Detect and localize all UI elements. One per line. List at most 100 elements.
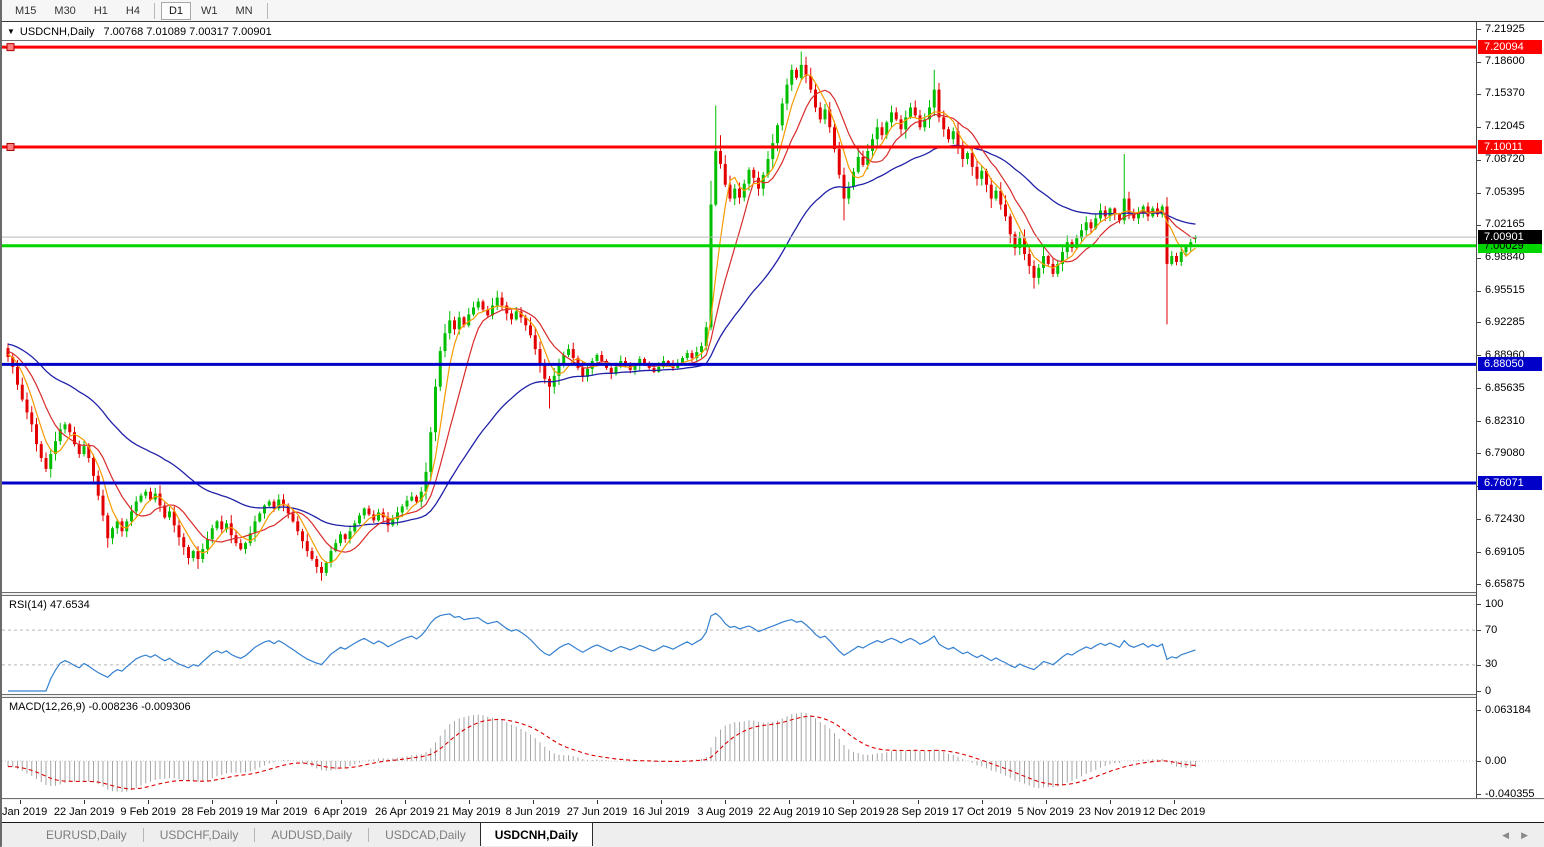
panel-separator[interactable] — [2, 694, 1544, 698]
tab-usdcnh[interactable]: USDCNH,Daily — [479, 822, 594, 846]
date-tick-label: 6 Apr 2019 — [313, 806, 368, 818]
date-tick-label: 27 Jun 2019 — [566, 806, 628, 818]
level-price-badge: 6.88050 — [1478, 357, 1542, 372]
tab-audusd[interactable]: AUDUSD,Daily — [271, 828, 353, 842]
rsi-tick-label: 70 — [1485, 623, 1498, 636]
date-tick-label: 26 Apr 2019 — [374, 806, 435, 818]
toolbar-separator — [153, 2, 155, 19]
date-tick-label: 10 Sep 2019 — [822, 806, 885, 818]
macd-label: MACD(12,26,9) -0.008236 -0.009306 — [9, 701, 191, 713]
price-tick-label: 7.05395 — [1485, 186, 1525, 199]
rsi-tick — [1477, 604, 1481, 605]
tab-scroll-left-icon[interactable]: ◀ — [1502, 830, 1522, 840]
timeframe-button-w1[interactable]: W1 — [201, 4, 218, 17]
panel-separator[interactable] — [2, 592, 1544, 596]
date-axis[interactable]: 3 Jan 2019 22 Jan 2019 9 Feb 2019 28 Feb 20… — [0, 800, 1544, 822]
price-chart[interactable] — [2, 23, 1477, 592]
date-tick-label: 16 Jul 2019 — [632, 806, 690, 818]
level-price-badge: 6.76071 — [1478, 476, 1542, 491]
price-tick — [1477, 61, 1481, 63]
date-tick-label: 22 Aug 2019 — [758, 806, 821, 818]
tab-usdchf[interactable]: USDCHF,Daily — [159, 828, 239, 842]
price-tick — [1477, 29, 1481, 30]
tab-divider — [254, 828, 256, 842]
price-tick — [1477, 519, 1481, 521]
panel-separator — [2, 798, 1544, 800]
price-tick — [1477, 126, 1481, 128]
tab-usdcad[interactable]: USDCAD,Daily — [385, 828, 466, 842]
date-tick — [20, 800, 21, 804]
date-tick — [148, 800, 150, 804]
macd-tick — [1477, 710, 1481, 711]
date-tick — [532, 800, 534, 804]
date-tick-label: 28 Sep 2019 — [886, 806, 949, 818]
rsi-tick-label: 0 — [1485, 684, 1492, 697]
price-tick-label: 6.82310 — [1485, 414, 1525, 427]
macd-tick-label: -0.040355 — [1485, 787, 1535, 800]
chart-dropdown-icon[interactable]: ▼ — [7, 27, 15, 36]
date-tick-label: 23 Nov 2019 — [1078, 806, 1142, 818]
bid-price-badge: 7.00901 — [1478, 230, 1542, 245]
price-tick-label: 7.21925 — [1485, 22, 1525, 35]
level-price-badge: 7.10011 — [1478, 139, 1542, 154]
date-tick-label: 19 Mar 2019 — [245, 806, 308, 818]
date-tick — [725, 800, 727, 804]
date-tick — [1045, 800, 1047, 804]
rsi-tick-label: 30 — [1485, 658, 1498, 671]
timeframe-button-mn[interactable]: MN — [235, 4, 253, 17]
symbol-tab-bar: EURUSD,Daily USDCHF,Daily AUDUSD,Daily USDC… — [2, 822, 1544, 847]
tab-scroll-right-icon[interactable]: ▶ — [1521, 830, 1540, 840]
price-tick — [1477, 584, 1481, 585]
price-tick-label: 6.72430 — [1485, 512, 1525, 525]
macd-chart[interactable] — [2, 698, 1477, 798]
tab-divider — [368, 828, 370, 842]
price-tick — [1477, 257, 1481, 259]
price-tick — [1477, 453, 1481, 455]
date-tick — [404, 800, 406, 804]
timeframe-toolbar: M15 M30 H1 H4 D1 W1 MN — [2, 0, 1544, 22]
price-tick — [1477, 355, 1481, 357]
timeframe-button-m15[interactable]: M15 — [15, 4, 37, 17]
date-tick-label: 12 Dec 2019 — [1142, 806, 1206, 818]
macd-tick — [1477, 761, 1481, 762]
macd-tick — [1477, 794, 1481, 795]
date-tick-label: 9 Feb 2019 — [120, 806, 177, 818]
price-axis[interactable] — [1477, 22, 1544, 798]
price-tick — [1477, 93, 1481, 95]
price-tick — [1477, 192, 1481, 194]
price-tick-label: 6.85635 — [1485, 381, 1525, 394]
date-tick — [1109, 800, 1111, 804]
price-tick — [1477, 159, 1481, 161]
date-tick-label: 17 Oct 2019 — [951, 806, 1012, 818]
macd-tick-label: 0.063184 — [1485, 703, 1531, 716]
date-tick — [789, 800, 791, 804]
tab-divider — [142, 828, 144, 842]
date-tick — [212, 800, 214, 804]
date-tick — [340, 800, 342, 804]
price-tick — [1477, 388, 1481, 390]
price-tick-label: 7.18600 — [1485, 55, 1525, 68]
rsi-tick — [1477, 664, 1481, 666]
date-tick — [981, 800, 983, 804]
rsi-chart[interactable] — [2, 596, 1477, 694]
timeframe-button-d1[interactable]: D1 — [160, 1, 191, 20]
date-tick — [84, 800, 86, 804]
date-tick — [917, 800, 919, 804]
tab-eurusd[interactable]: EURUSD,Daily — [46, 828, 127, 842]
price-tick-label: 7.08720 — [1485, 153, 1525, 166]
timeframe-button-m30[interactable]: M30 — [54, 4, 76, 17]
price-tick — [1477, 552, 1481, 554]
rsi-label: RSI(14) 47.6534 — [9, 599, 90, 611]
price-tick-label: 6.92285 — [1485, 315, 1525, 328]
price-tick-label: 6.95515 — [1485, 284, 1525, 296]
date-tick — [468, 800, 470, 804]
price-tick — [1477, 421, 1481, 423]
price-tick — [1477, 224, 1481, 226]
price-tick — [1477, 322, 1481, 324]
timeframe-button-h1[interactable]: H1 — [93, 4, 108, 17]
axis-border — [1476, 22, 1477, 798]
date-tick — [597, 800, 598, 804]
date-tick-label: 5 Nov 2019 — [1017, 806, 1074, 818]
rsi-tick — [1477, 630, 1481, 632]
timeframe-button-h4[interactable]: H4 — [125, 4, 140, 17]
